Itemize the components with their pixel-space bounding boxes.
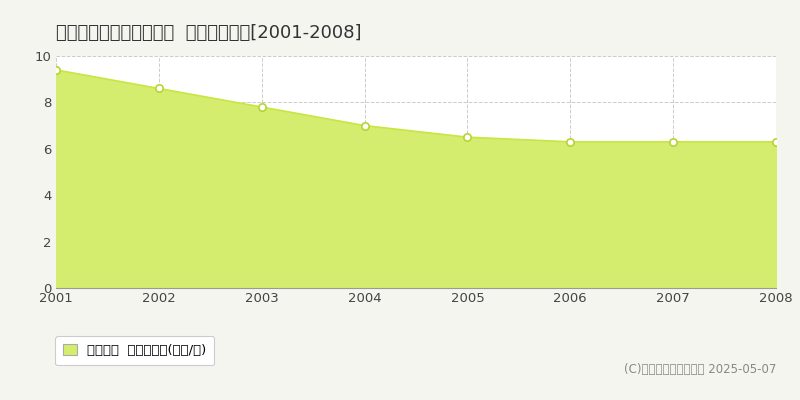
Point: [770, 139, 782, 145]
Text: 北葛飾郡杉戸町佐左エ門  基準地価推移[2001-2008]: 北葛飾郡杉戸町佐左エ門 基準地価推移[2001-2008]: [56, 24, 362, 42]
Legend: 基準地価  平均坪単価(万円/坪): 基準地価 平均坪単価(万円/坪): [55, 336, 214, 365]
Point: [666, 139, 679, 145]
Point: [358, 122, 371, 129]
Point: [461, 134, 474, 140]
Point: [255, 104, 268, 110]
Point: [153, 85, 166, 92]
Point: [50, 67, 62, 73]
Text: (C)土地価格ドットコム 2025-05-07: (C)土地価格ドットコム 2025-05-07: [624, 363, 776, 376]
Point: [564, 139, 577, 145]
